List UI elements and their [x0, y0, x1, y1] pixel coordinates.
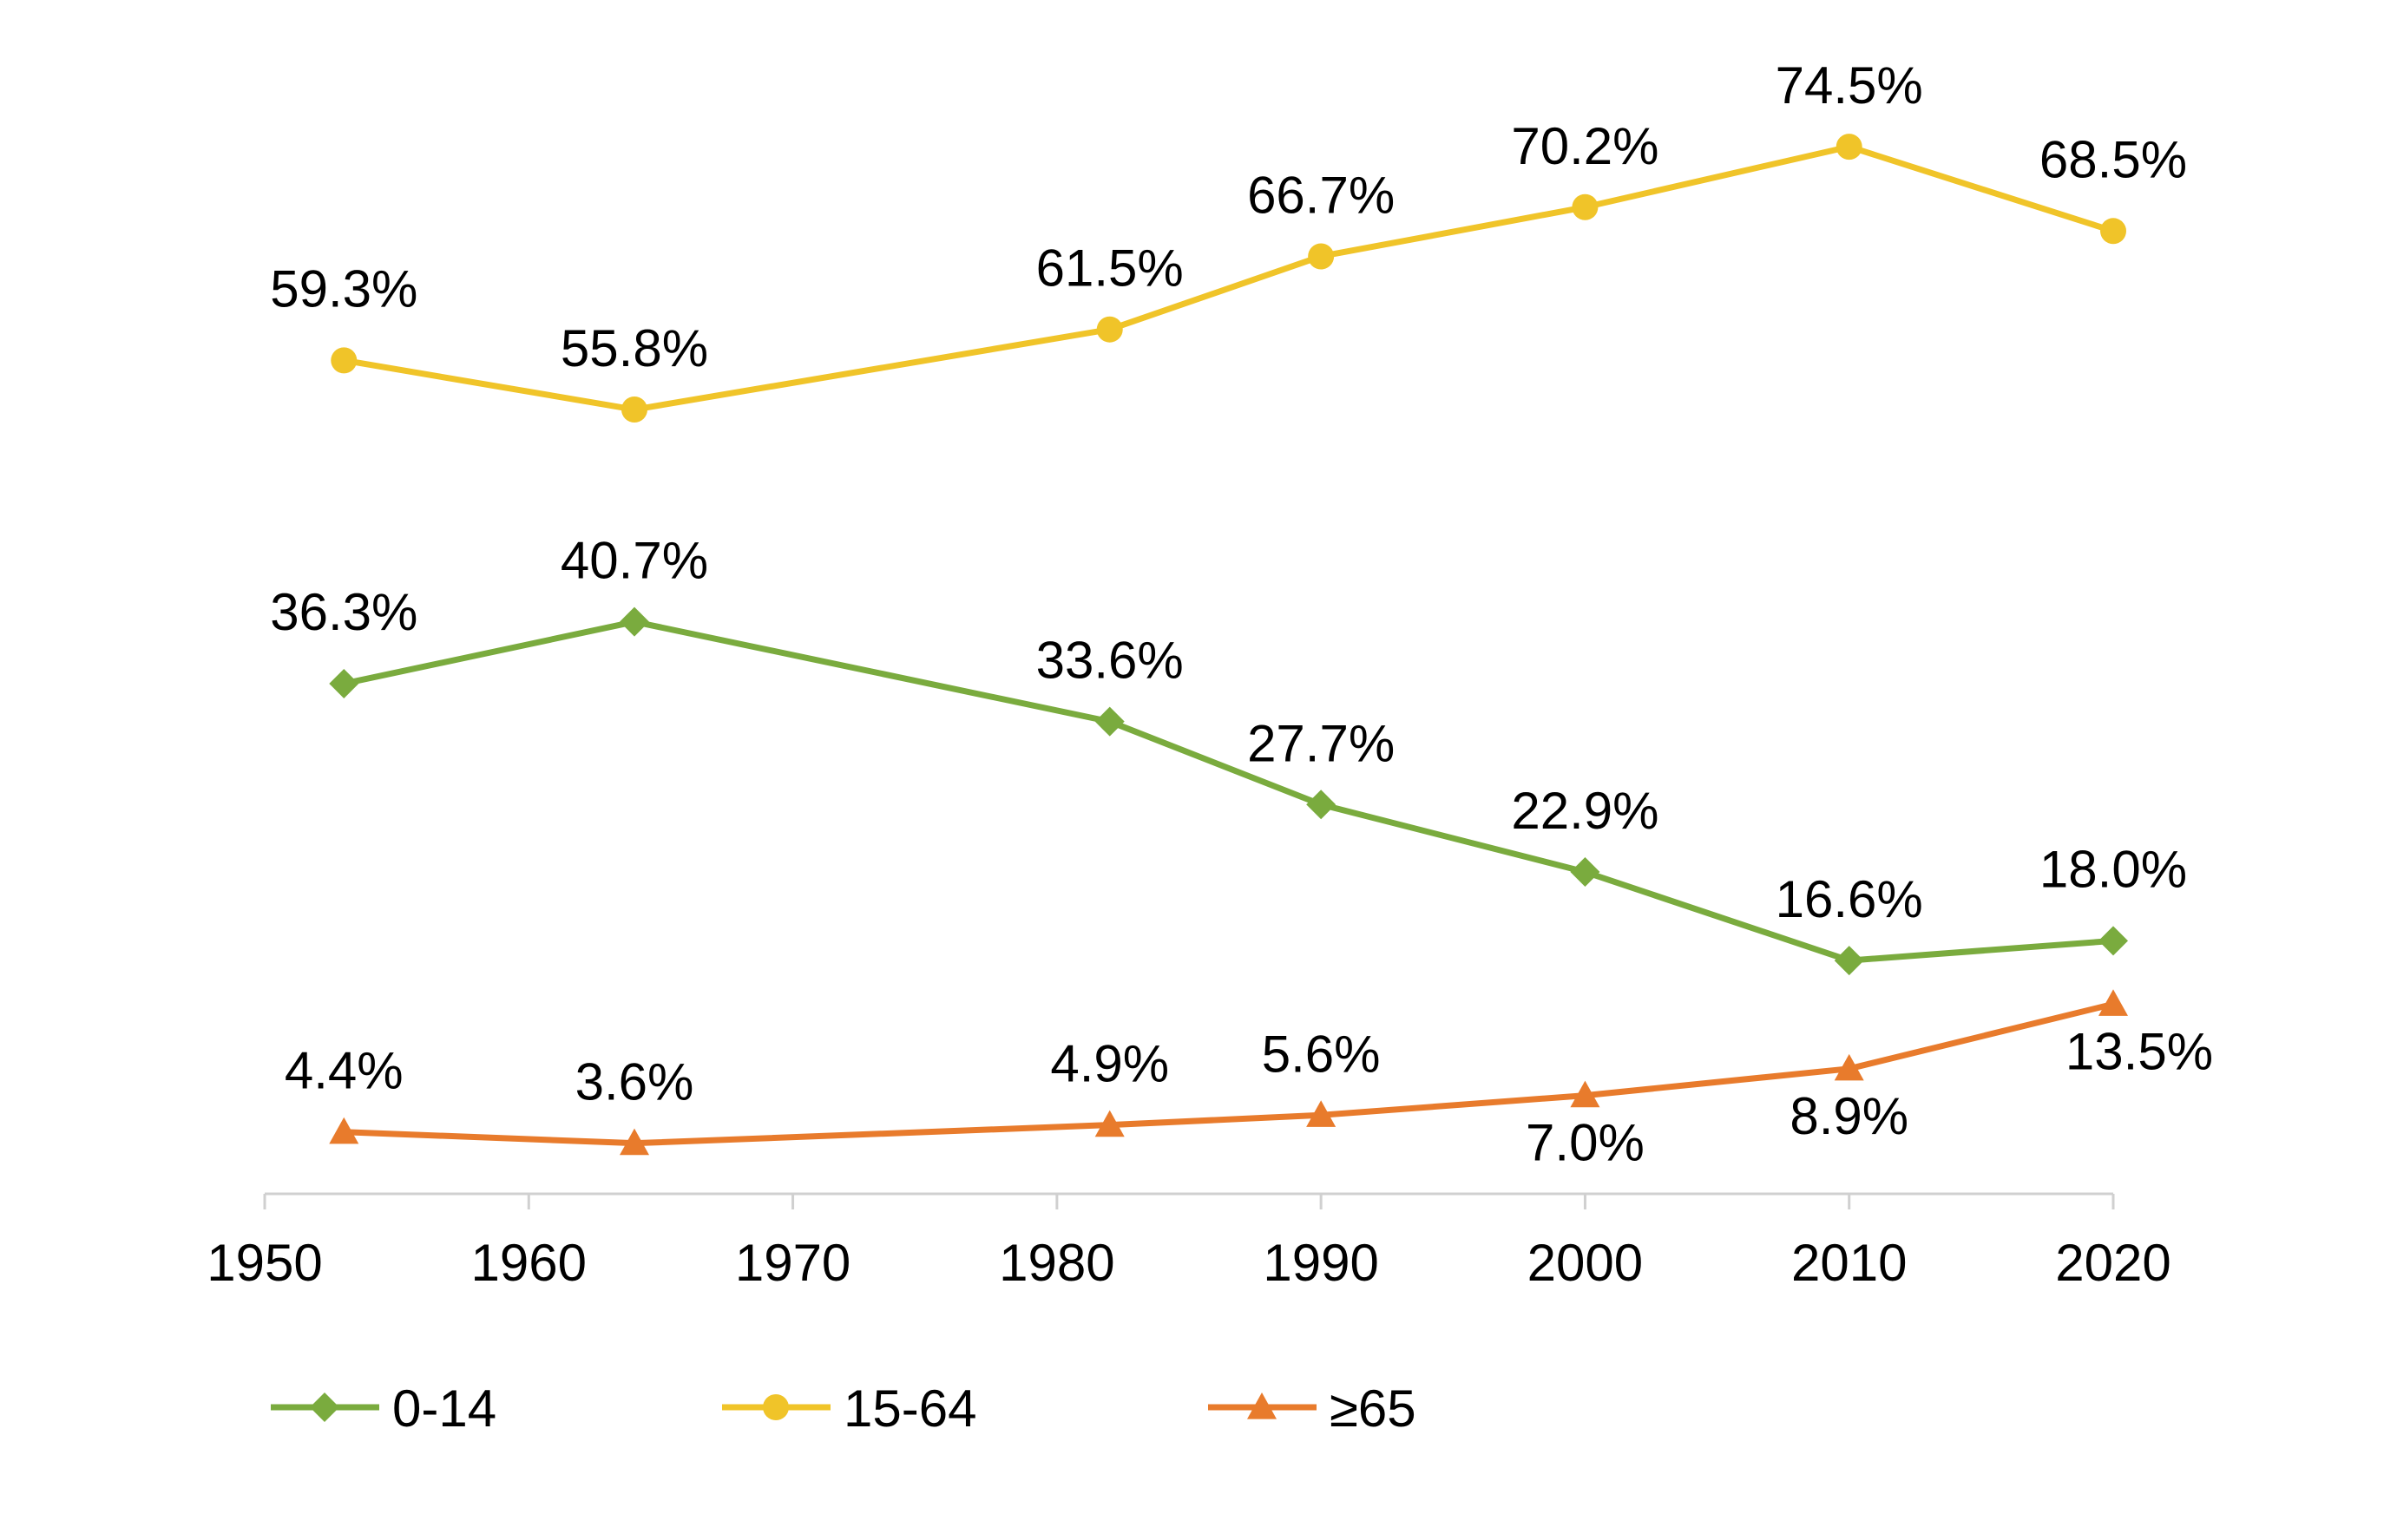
data-label: 7.0%	[1526, 1114, 1645, 1172]
legend-marker	[310, 1393, 339, 1422]
x-tick-label: 1970	[735, 1234, 850, 1292]
data-point-marker	[329, 1117, 359, 1144]
data-label: 59.3%	[270, 259, 417, 318]
data-label: 5.6%	[1262, 1025, 1381, 1083]
legend: 0-14 15-64 ≥65	[271, 1379, 1416, 1438]
data-label: 36.3%	[270, 583, 417, 641]
legend-item: 15-64	[722, 1379, 976, 1438]
data-point-marker	[620, 606, 649, 637]
data-point-marker	[1570, 1080, 1600, 1108]
x-tick-label: 1950	[207, 1234, 322, 1292]
legend-label: 0-14	[392, 1379, 496, 1438]
data-point-marker	[2100, 218, 2126, 245]
x-tick-label: 2010	[1791, 1234, 1907, 1292]
data-point-marker	[1834, 946, 1864, 976]
data-point-marker	[1306, 1100, 1336, 1127]
data-label: 8.9%	[1790, 1087, 1908, 1145]
series-0-14	[329, 606, 2128, 976]
data-point-marker	[1572, 193, 1599, 220]
data-point-marker	[620, 1128, 649, 1156]
legend-label: 15-64	[844, 1379, 976, 1438]
data-point-marker	[1094, 706, 1125, 737]
data-point-marker	[1094, 1110, 1125, 1137]
data-label: 22.9%	[1511, 782, 1658, 840]
x-tick-label: 1960	[471, 1234, 587, 1292]
data-label: 55.8%	[561, 319, 708, 377]
data-point-marker	[621, 396, 647, 423]
data-label: 16.6%	[1776, 870, 1923, 928]
data-label: 13.5%	[2065, 1022, 2213, 1080]
x-axis: 1950 1960 1970 1980 1990 2000 2010 2020	[207, 1192, 2171, 1292]
data-point-marker	[329, 668, 359, 698]
x-tick-label: 2020	[2055, 1234, 2171, 1292]
data-point-marker	[1834, 1053, 1864, 1081]
data-point-marker	[2098, 989, 2128, 1016]
x-tick-label: 1980	[999, 1234, 1114, 1292]
data-label: 40.7%	[561, 532, 708, 590]
data-label: 74.5%	[1776, 56, 1923, 115]
legend-marker	[1247, 1393, 1277, 1419]
data-label: 68.5%	[2039, 130, 2187, 188]
legend-label: ≥65	[1330, 1379, 1416, 1438]
legend-item: ≥65	[1208, 1379, 1416, 1438]
data-label: 33.6%	[1036, 632, 1184, 690]
data-point-marker	[331, 347, 358, 374]
data-label: 61.5%	[1036, 239, 1184, 298]
data-label: 4.9%	[1050, 1035, 1169, 1093]
x-tick-label: 2000	[1527, 1234, 1643, 1292]
series-≥65	[329, 989, 2128, 1156]
data-point-marker	[1308, 243, 1335, 270]
data-label: 66.7%	[1247, 166, 1395, 224]
data-label: 4.4%	[285, 1042, 404, 1100]
legend-item: 0-14	[271, 1379, 496, 1438]
data-label: 18.0%	[2039, 840, 2187, 898]
data-point-marker	[2098, 926, 2128, 956]
data-point-marker	[1836, 134, 1862, 161]
data-label: 27.7%	[1247, 714, 1395, 772]
data-point-marker	[1096, 316, 1123, 343]
data-label: 70.2%	[1511, 117, 1658, 175]
series-layer	[329, 134, 2128, 1156]
data-labels: 36.3% 40.7% 33.6% 27.7% 22.9% 16.6% 18.0% 59.3%…	[270, 56, 2213, 1172]
series-15-64	[331, 134, 2126, 423]
legend-marker	[763, 1394, 789, 1420]
data-point-marker	[1306, 790, 1336, 820]
data-point-marker	[1570, 857, 1600, 888]
data-label: 3.6%	[575, 1053, 694, 1111]
x-tick-label: 1990	[1263, 1234, 1378, 1292]
